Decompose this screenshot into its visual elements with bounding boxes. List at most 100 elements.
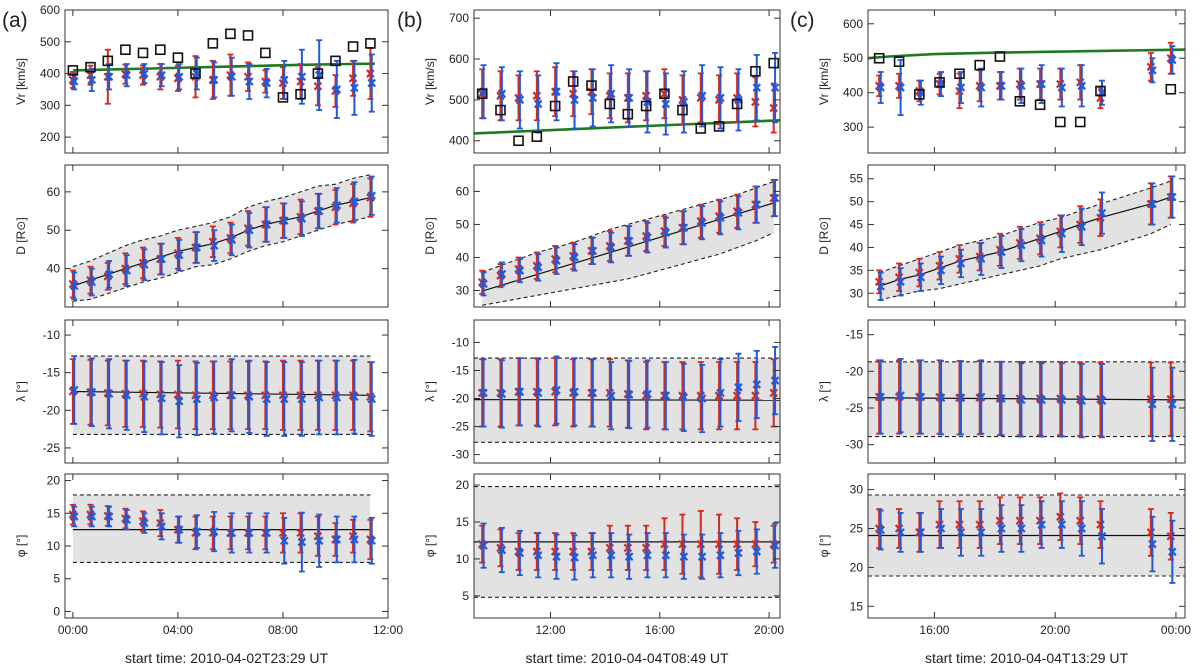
blue-point-marker (588, 550, 598, 560)
panel-2-4: 5 10 15 20 12:00 16:00 20:00 φ [°] (423, 473, 784, 637)
red-point-marker (278, 528, 288, 538)
y-tick-label: 30 (850, 286, 864, 300)
blue-point-marker (679, 393, 689, 402)
blue-point-marker (245, 77, 254, 86)
blue-point-marker (734, 548, 743, 558)
y-tick-label: 20 (47, 474, 61, 488)
blue-point-marker (570, 553, 579, 562)
in-situ-square (1055, 116, 1066, 128)
blue-point-marker (1057, 520, 1067, 529)
blue-point-marker (533, 388, 543, 398)
y-tick-label: 20 (850, 560, 864, 574)
blue-point-marker (570, 253, 579, 262)
y-tick-label: 500 (40, 35, 60, 49)
panel-3-2: 30 35 40 45 50 55 D [R⊙] (817, 164, 1186, 308)
in-situ-square (1034, 99, 1046, 111)
blue-point-marker (661, 228, 671, 237)
blue-point-marker (297, 394, 307, 404)
blue-point-marker (661, 99, 671, 109)
y-tick-label: 55 (850, 172, 864, 186)
blue-point-marker (227, 528, 237, 538)
x-tick-label: 00:00 (1161, 623, 1191, 637)
blue-point-marker (140, 69, 149, 78)
x-tick-label: 20:00 (1040, 623, 1070, 637)
in-situ-square (713, 121, 725, 132)
blue-point-marker (279, 536, 289, 546)
in-situ-square (954, 68, 965, 80)
panel-frame (64, 319, 389, 464)
blue-point-marker (104, 389, 114, 399)
panel-2-3: -30 -25 -20 -15 -10 λ [°] (423, 319, 781, 464)
blue-point-marker (279, 394, 289, 404)
panel-1-2: 40 50 60 D [R⊙] (14, 164, 389, 308)
y-tick-label: -25 (452, 420, 470, 434)
y-tick-label: 500 (449, 93, 469, 107)
panel-frame (867, 164, 1186, 308)
blue-point-marker (997, 247, 1006, 257)
y-tick-label: 40 (47, 262, 61, 276)
in-situ-square (476, 88, 488, 100)
blue-point-marker (104, 270, 114, 279)
in-situ-square (873, 52, 885, 64)
panel-2-1: 400 500 600 700 Vr [km/s] (423, 9, 781, 154)
blue-point-marker (624, 390, 634, 399)
blue-point-marker (367, 394, 376, 404)
blue-point-marker (643, 550, 652, 560)
uncertainty-band (72, 494, 371, 563)
column-label: (b) (397, 9, 423, 32)
blue-point-marker (515, 95, 525, 105)
in-situ-square (190, 68, 201, 79)
uncertainty-band (879, 181, 1171, 301)
blue-point-marker (624, 552, 634, 561)
uncertainty-band (72, 356, 371, 435)
blue-point-marker (262, 528, 271, 538)
in-situ-square (312, 68, 324, 79)
blue-point-marker (1077, 396, 1087, 405)
in-situ-square (102, 55, 114, 67)
blue-point-marker (606, 243, 616, 252)
blue-point-marker (87, 512, 97, 521)
blue-point-marker (515, 266, 525, 275)
in-situ-square (295, 88, 306, 100)
blue-point-marker (1148, 539, 1157, 549)
blue-point-marker (209, 75, 219, 85)
blue-point-marker (332, 201, 342, 210)
x-axis-label: start time: 2010-04-04T13:29 UT (925, 650, 1129, 666)
blue-point-marker (1057, 229, 1067, 238)
y-tick-label: 300 (843, 120, 863, 134)
blue-point-marker (157, 70, 166, 80)
in-situ-square (513, 135, 524, 147)
in-situ-square (768, 57, 780, 69)
blue-point-marker (192, 527, 202, 536)
blue-point-marker (1057, 83, 1067, 92)
blue-point-marker (497, 89, 507, 99)
blue-point-marker (227, 390, 237, 400)
y-axis-label: λ [°] (14, 381, 28, 402)
blue-point-marker (716, 93, 725, 103)
blue-point-marker (770, 376, 780, 385)
blue-point-marker (69, 385, 79, 395)
blue-point-marker (976, 254, 986, 264)
blue-point-marker (367, 191, 376, 200)
blue-point-marker (588, 93, 598, 103)
in-situ-square (659, 88, 670, 100)
band-upper-dashed (879, 180, 1171, 274)
y-tick-label: 300 (40, 98, 60, 112)
blue-point-marker (157, 254, 166, 264)
y-tick-label: 60 (47, 185, 61, 199)
panel-1-1: 200 300 400 500 600 Vr [km/s] (14, 3, 389, 154)
blue-point-marker (174, 72, 184, 82)
in-situ-square (567, 76, 579, 87)
y-tick-label: 30 (850, 483, 864, 497)
blue-point-marker (1097, 531, 1107, 541)
y-tick-label: 400 (449, 134, 469, 148)
blue-point-marker (752, 547, 762, 556)
blue-point-marker (643, 389, 652, 399)
blue-point-marker (140, 518, 149, 528)
blue-point-marker (936, 393, 946, 403)
in-situ-square (1165, 83, 1177, 95)
panel-frame (64, 164, 389, 308)
blue-point-marker (679, 552, 689, 561)
panel-frame (473, 319, 781, 464)
blue-point-marker (350, 197, 359, 206)
